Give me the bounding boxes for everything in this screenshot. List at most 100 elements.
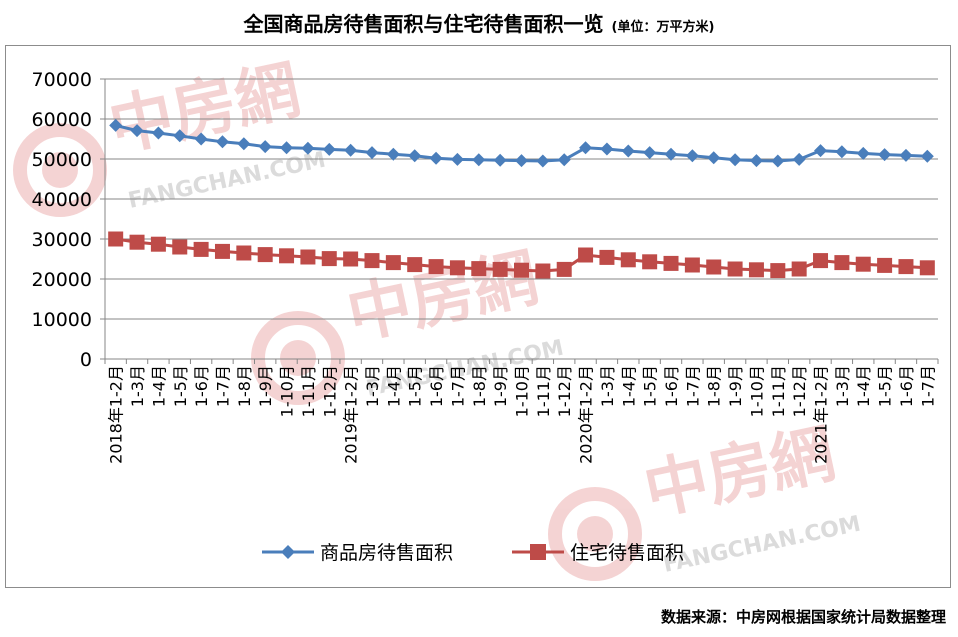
x-tick-label: 2018年1-2月 — [107, 365, 126, 464]
data-point-s2 — [834, 255, 850, 271]
data-point-s2 — [663, 255, 679, 271]
watermark-ring — [548, 487, 642, 581]
data-point-s1 — [792, 152, 806, 166]
data-point-s2 — [321, 251, 337, 267]
watermark-ring-core — [280, 340, 316, 376]
data-point-s2 — [727, 261, 743, 277]
data-point-s2 — [257, 247, 273, 263]
data-point-s1 — [707, 151, 721, 165]
data-point-s1 — [472, 153, 486, 167]
data-point-s1 — [878, 148, 892, 162]
data-point-s2 — [407, 257, 423, 273]
data-point-s1 — [258, 140, 272, 154]
watermark-ring-core — [577, 516, 613, 552]
data-point-s2 — [214, 243, 230, 259]
legend-marker-square — [530, 544, 546, 560]
data-point-s1 — [280, 141, 294, 155]
x-tick-label: 1-8月 — [470, 365, 489, 407]
data-point-s2 — [193, 241, 209, 257]
data-point-s1 — [173, 129, 187, 143]
data-point-s2 — [172, 239, 188, 255]
x-tick-label: 1-10月 — [747, 365, 766, 417]
x-tick-label: 1-3月 — [833, 365, 852, 407]
x-tick-label: 1-11月 — [534, 365, 553, 417]
x-tick-label: 1-12月 — [555, 365, 574, 417]
data-point-s2 — [108, 231, 124, 247]
watermark-cn: 中房網 — [103, 53, 306, 165]
data-point-s1 — [664, 147, 678, 161]
data-point-s2 — [748, 262, 764, 278]
axes — [100, 78, 939, 364]
data-point-s1 — [301, 141, 315, 155]
x-tick-label: 1-8月 — [235, 365, 254, 407]
x-tick-label: 1-3月 — [363, 365, 382, 407]
legend-label: 住宅待售面积 — [570, 542, 684, 564]
legend-label: 商品房待售面积 — [320, 542, 453, 564]
y-tick-label: 10000 — [32, 309, 92, 331]
x-tick-label: 1-3月 — [598, 365, 617, 407]
x-tick-label: 1-11月 — [299, 365, 318, 417]
data-point-s1 — [322, 142, 336, 156]
data-point-s1 — [899, 148, 913, 162]
x-tick-label: 1-5月 — [876, 365, 895, 407]
y-tick-label: 60000 — [32, 109, 92, 131]
data-point-s1 — [814, 144, 828, 158]
data-point-s2 — [898, 259, 914, 275]
x-tick-label: 1-4月 — [384, 365, 403, 407]
unit-label: (单位：万平方米) — [611, 20, 715, 35]
x-tick-label: 1-12月 — [320, 365, 339, 417]
x-tick-label: 1-6月 — [427, 365, 446, 407]
data-source: 数据来源：中房网根据国家统计局数据整理 — [660, 608, 946, 626]
data-point-s2 — [791, 261, 807, 277]
x-tick-label: 1-5月 — [641, 365, 660, 407]
data-point-s1 — [643, 146, 657, 160]
data-point-s2 — [492, 261, 508, 277]
data-point-s2 — [642, 254, 658, 270]
data-point-s1 — [771, 154, 785, 168]
watermark-ring — [251, 311, 345, 405]
x-tick-label: 1-12月 — [790, 365, 809, 417]
y-tick-labels: 0 10000 20000 30000 40000 50000 60000 70000 — [32, 69, 92, 371]
data-point-s1 — [728, 153, 742, 167]
series-markers — [108, 118, 935, 279]
x-tick-label: 2021年1-2月 — [812, 365, 831, 464]
x-tick-label: 1-6月 — [662, 365, 681, 407]
x-tick-labels: 2018年1-2月 1-3月 1-4月 1-5月 1-6月 1-7月 1-8月 1-9月 1-1… — [107, 365, 938, 464]
data-point-s2 — [813, 253, 829, 269]
data-point-s1 — [621, 144, 635, 158]
data-point-s1 — [194, 132, 208, 146]
y-tick-label: 70000 — [32, 69, 92, 91]
data-point-s2 — [535, 263, 551, 279]
y-tick-label: 40000 — [32, 189, 92, 211]
x-tick-label: 1-3月 — [128, 365, 147, 407]
data-point-s2 — [684, 257, 700, 273]
data-point-s2 — [877, 257, 893, 273]
y-tick-label: 20000 — [32, 269, 92, 291]
data-point-s2 — [599, 249, 615, 265]
x-tick-label: 2019年1-2月 — [342, 365, 361, 464]
x-tick-label: 1-7月 — [683, 365, 702, 407]
data-point-s1 — [856, 146, 870, 160]
data-point-s1 — [365, 146, 379, 160]
data-point-s1 — [450, 152, 464, 166]
data-point-s2 — [578, 247, 594, 263]
x-tick-label: 1-10月 — [278, 365, 297, 417]
data-point-s2 — [706, 259, 722, 275]
data-point-s1 — [386, 147, 400, 161]
x-tick-label: 1-8月 — [705, 365, 724, 407]
data-point-s1 — [151, 126, 165, 140]
legend-marker-diamond — [281, 545, 295, 559]
y-tick-label: 30000 — [32, 229, 92, 251]
data-point-s2 — [556, 261, 572, 277]
x-tick-label: 1-7月 — [448, 365, 467, 407]
x-tick-label: 1-6月 — [897, 365, 916, 407]
data-point-s2 — [150, 236, 166, 252]
data-point-s2 — [279, 248, 295, 264]
data-point-s1 — [109, 118, 123, 132]
x-tick-label: 1-9月 — [491, 365, 510, 407]
chart-frame — [5, 45, 951, 588]
data-point-s2 — [300, 249, 316, 265]
x-tick-label: 1-5月 — [406, 365, 425, 407]
data-point-s1 — [493, 153, 507, 167]
